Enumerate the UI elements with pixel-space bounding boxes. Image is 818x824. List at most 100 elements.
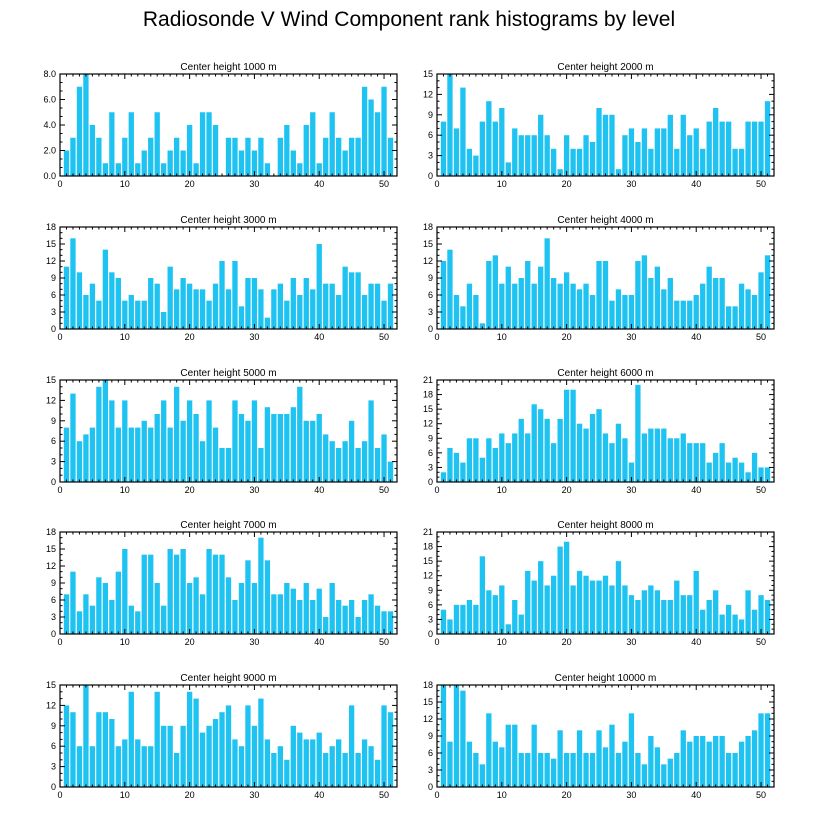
bar	[570, 283, 576, 329]
bar	[473, 753, 479, 787]
bar	[63, 705, 70, 787]
y-tick-label: 15	[46, 239, 56, 249]
bar	[738, 283, 745, 329]
bar	[563, 753, 570, 787]
bar	[387, 712, 394, 787]
bar	[206, 400, 212, 482]
bar	[381, 611, 387, 634]
bar	[329, 441, 335, 482]
bar	[323, 753, 329, 787]
bar	[271, 289, 277, 329]
bar	[122, 137, 128, 176]
bar	[447, 448, 453, 482]
y-tick-label: 9	[51, 578, 56, 588]
bar	[615, 169, 622, 176]
bar	[96, 300, 102, 329]
bar	[479, 457, 486, 482]
bar	[512, 128, 518, 176]
bar	[544, 585, 550, 634]
bar	[589, 580, 596, 634]
bar	[622, 741, 628, 787]
bar	[615, 753, 622, 787]
bar	[109, 272, 115, 329]
bar	[303, 125, 309, 176]
bar	[745, 472, 751, 482]
bar	[290, 725, 296, 787]
x-tick-label: 0	[57, 332, 62, 342]
bar	[232, 400, 238, 482]
bar	[135, 300, 141, 329]
bar	[628, 295, 635, 329]
bar	[557, 283, 563, 329]
bar	[453, 685, 460, 787]
bar	[648, 148, 654, 176]
bar	[525, 135, 531, 176]
bar	[758, 467, 764, 482]
x-tick-label: 20	[185, 332, 195, 342]
bar	[674, 580, 680, 634]
x-tick-label: 10	[120, 485, 130, 495]
bar	[751, 730, 758, 787]
bar	[486, 261, 492, 329]
bar	[719, 736, 725, 787]
bar	[622, 295, 628, 329]
bar	[719, 614, 725, 634]
panel-9: Center height 9000 m 0 10 20 30 40 50 0 3 6 9 12 15	[46, 673, 398, 800]
bar	[466, 148, 473, 176]
bar	[284, 125, 290, 176]
bar	[271, 753, 277, 787]
y-tick-label: 6	[51, 595, 56, 605]
bar	[135, 611, 141, 634]
bar	[544, 418, 550, 482]
bar	[368, 594, 374, 634]
bar	[667, 438, 673, 482]
x-tick-label: 20	[185, 485, 195, 495]
bar	[479, 121, 486, 176]
y-tick-label: 3	[51, 457, 56, 467]
bar	[251, 725, 258, 787]
bar	[76, 272, 83, 329]
x-tick-label: 40	[691, 485, 701, 495]
bar	[348, 272, 355, 329]
bar	[563, 389, 570, 482]
bar	[290, 407, 296, 482]
y-tick-label: 0	[51, 477, 56, 487]
y-tick-label: 6	[428, 448, 433, 458]
bar	[167, 150, 173, 176]
bar	[76, 746, 83, 787]
bar	[499, 747, 505, 787]
bar	[570, 585, 576, 634]
bar	[238, 583, 245, 634]
bar	[486, 590, 492, 634]
bar	[700, 443, 706, 482]
bar	[102, 583, 109, 634]
bar	[596, 409, 602, 482]
bar	[342, 150, 348, 176]
x-tick-label: 30	[626, 637, 636, 647]
bar	[563, 541, 570, 634]
bar	[258, 537, 264, 634]
x-tick-label: 20	[185, 790, 195, 800]
bar	[277, 746, 283, 787]
x-tick-label: 30	[249, 485, 259, 495]
bar	[297, 732, 303, 787]
bar	[284, 583, 290, 634]
panel-4: Center height 4000 m 0 10 20 30 40 50 0 3 6 9 12 15 1…	[423, 215, 775, 342]
bar	[310, 420, 316, 482]
bar	[206, 549, 212, 634]
bar	[531, 580, 537, 634]
bar	[551, 443, 557, 482]
bar	[609, 114, 615, 176]
bar	[219, 448, 225, 482]
bar	[687, 741, 693, 787]
bar	[615, 289, 622, 329]
y-tick-label: 18	[423, 542, 433, 552]
bar	[706, 462, 712, 482]
bar	[635, 384, 641, 482]
bar	[648, 278, 654, 329]
bar	[596, 730, 602, 787]
x-tick-label: 50	[379, 332, 389, 342]
bar	[609, 300, 615, 329]
bar	[544, 238, 550, 329]
bar	[700, 609, 706, 634]
